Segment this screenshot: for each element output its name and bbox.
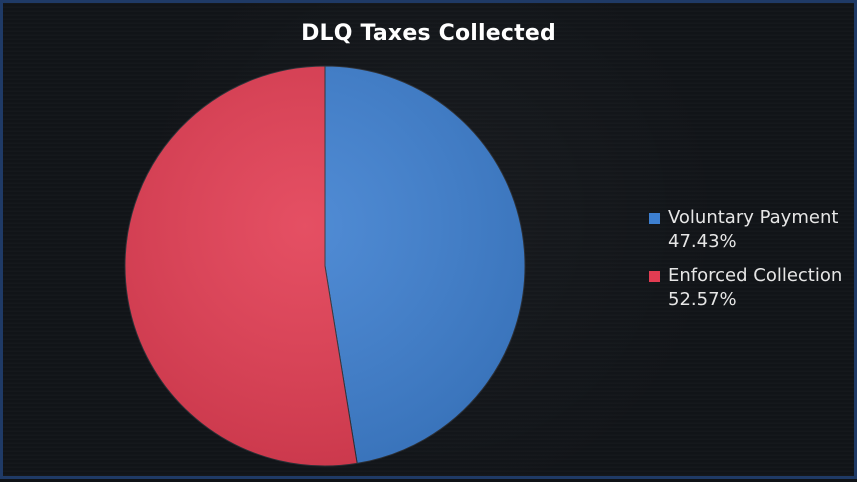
chart-title: DLQ Taxes Collected [301, 21, 556, 46]
pie-slice-enforced-collection [124, 65, 358, 467]
legend-item-voluntary-payment: Voluntary Payment 47.43% [649, 206, 842, 254]
legend-swatch-voluntary-payment [649, 213, 660, 224]
pie-slice-voluntary-payment [324, 65, 526, 464]
legend-swatch-enforced-collection [649, 271, 660, 282]
legend-value-enforced-collection: 52.57% [668, 289, 737, 310]
legend-item-enforced-collection: Enforced Collection 52.57% [649, 264, 842, 312]
legend-label-enforced-collection: Enforced Collection [668, 265, 843, 286]
legend-value-voluntary-payment: 47.43% [668, 231, 737, 252]
legend: Voluntary Payment 47.43% Enforced Collec… [649, 206, 842, 322]
legend-label-voluntary-payment: Voluntary Payment [668, 207, 839, 228]
